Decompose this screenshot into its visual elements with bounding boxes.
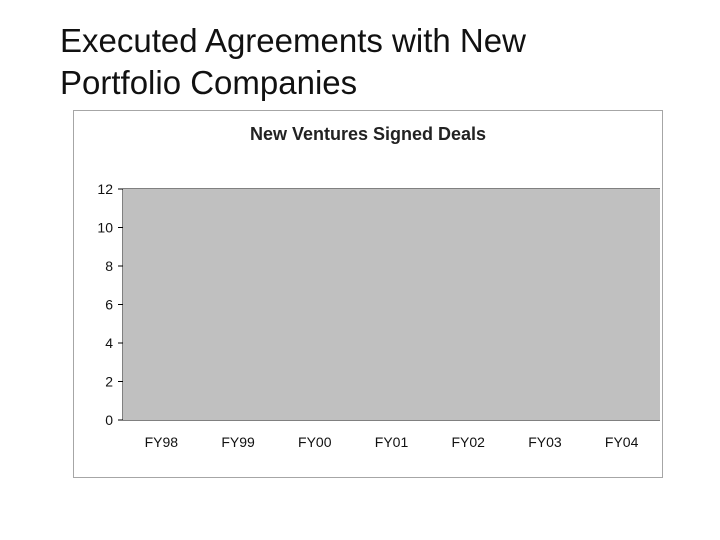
- y-tick-label: 2: [105, 374, 113, 390]
- y-tick-label: 8: [105, 258, 113, 274]
- plot-background: [123, 189, 660, 420]
- y-tick-label: 6: [105, 297, 113, 313]
- y-axis-ticks: 0 2 4 6 8 10 12: [97, 181, 123, 428]
- y-tick-label: 0: [105, 412, 113, 428]
- y-tick-label: 10: [97, 220, 113, 236]
- x-tick-label: FY04: [605, 434, 639, 450]
- x-tick-label: FY99: [221, 434, 255, 450]
- bar-chart: New Ventures Signed Deals 0 2 4 6 8 10 12 FY98…: [73, 110, 663, 478]
- chart-frame: New Ventures Signed Deals 0 2 4 6 8 10 12 FY98…: [73, 110, 663, 478]
- y-tick-label: 4: [105, 335, 113, 351]
- y-tick-label: 12: [97, 181, 113, 197]
- x-tick-label: FY01: [375, 434, 409, 450]
- x-tick-label: FY00: [298, 434, 332, 450]
- x-tick-label: FY03: [528, 434, 562, 450]
- x-axis-labels: FY98 FY99 FY00 FY01 FY02 FY03 FY04: [145, 434, 639, 450]
- x-tick-label: FY02: [451, 434, 485, 450]
- chart-title: New Ventures Signed Deals: [250, 124, 486, 144]
- x-tick-label: FY98: [145, 434, 179, 450]
- slide-title: Executed Agreements with New Portfolio C…: [60, 22, 526, 101]
